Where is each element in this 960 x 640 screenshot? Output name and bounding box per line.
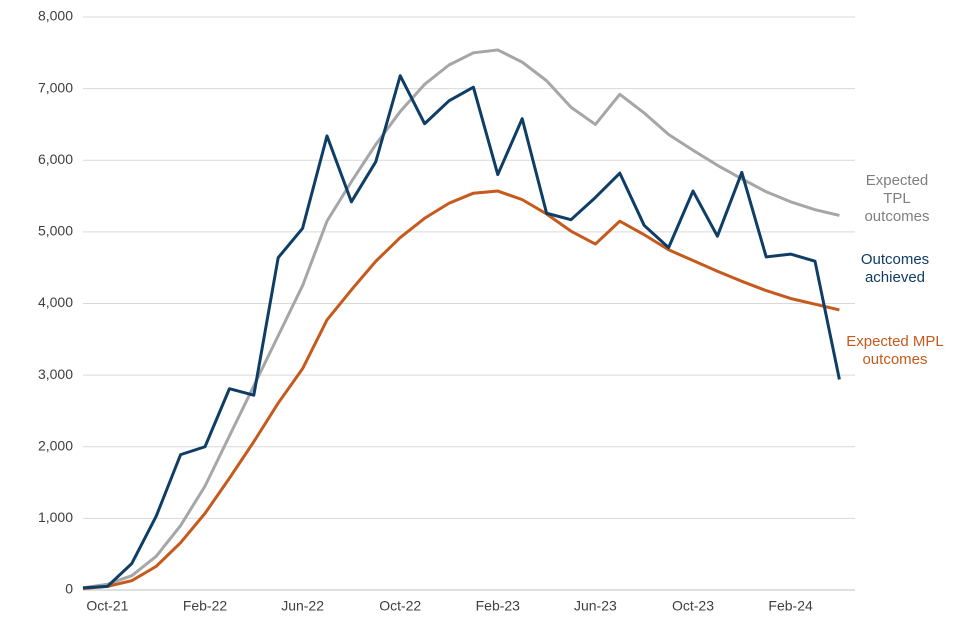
x-tick-label: Feb-24 [768, 598, 813, 614]
y-tick-label: 6,000 [38, 151, 73, 167]
x-tick-label: Oct-23 [672, 598, 714, 614]
y-tick-label: 8,000 [38, 8, 73, 24]
y-tick-label: 4,000 [38, 294, 73, 310]
x-tick-label: Feb-22 [183, 598, 228, 614]
series-label: Outcomes achieved [860, 251, 930, 286]
x-tick-label: Oct-22 [379, 598, 421, 614]
y-tick-label: 2,000 [38, 437, 73, 453]
series-label: Expected TPL outcomes [864, 172, 930, 225]
y-tick-label: 1,000 [38, 509, 73, 525]
y-tick-label: 0 [65, 581, 73, 597]
y-tick-label: 5,000 [38, 223, 73, 239]
x-tick-label: Feb-23 [476, 598, 521, 614]
x-tick-label: Oct-21 [86, 598, 128, 614]
y-tick-label: 7,000 [38, 79, 73, 95]
x-tick-label: Jun-22 [281, 598, 324, 614]
series-label: Expected MPL outcomes [846, 333, 944, 368]
series-line [82, 48, 840, 590]
series-line [82, 74, 841, 590]
y-tick-label: 3,000 [38, 366, 73, 382]
x-tick-label: Jun-23 [574, 598, 617, 614]
series-line [82, 189, 840, 591]
